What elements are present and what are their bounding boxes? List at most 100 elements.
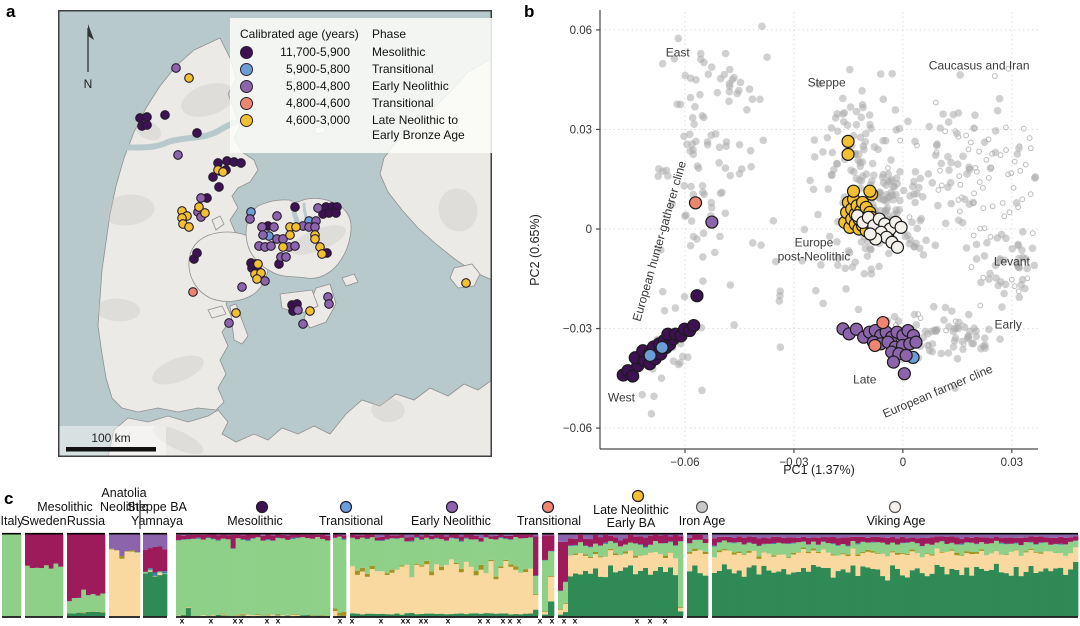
map-sample-dot: [192, 128, 202, 138]
admix-bar-segment: [929, 537, 935, 545]
admix-bar-segment: [119, 556, 125, 559]
map-sample-dot: [160, 110, 170, 120]
admix-bar-segment: [726, 534, 733, 537]
admix-bar-segment: [399, 537, 405, 566]
admix-bar-segment: [716, 542, 723, 543]
admix-bar-segment: [776, 542, 782, 555]
pca-reference-point: [884, 249, 893, 258]
admix-bar-segment: [1048, 537, 1054, 545]
pca-annotation: European hunter-gatherer cline: [630, 159, 689, 323]
admix-bar-segment: [563, 602, 569, 604]
admix-bar-segment: [295, 537, 301, 539]
admix-bar-segment: [568, 546, 574, 556]
admix-bar-segment: [573, 544, 579, 546]
admix-bar-segment: [119, 558, 125, 617]
admix-bar-segment: [210, 534, 217, 539]
admix-bar-segment: [731, 538, 738, 543]
admix-bar-segment: [771, 536, 777, 544]
admix-bar-segment: [528, 534, 534, 538]
admix-bar-segment: [771, 544, 777, 556]
admix-bar-segment: [623, 534, 629, 539]
pca-reference-point: [726, 281, 735, 289]
admix-block-topline: [712, 532, 1078, 535]
admix-bar-segment: [439, 570, 445, 614]
admix-bar-segment: [979, 550, 985, 569]
admix-bar-segment: [483, 537, 489, 574]
admix-bar-segment: [176, 535, 182, 541]
admix-bar-segment: [835, 534, 841, 539]
admix-bar-segment: [771, 555, 777, 557]
admix-bar-segment: [638, 555, 644, 571]
admix-bar-segment: [914, 538, 921, 544]
admix-bar-segment: [895, 544, 901, 553]
admix-bar-segment: [964, 551, 970, 554]
admix-bar-segment: [1038, 534, 1044, 537]
pca-reference-point: [833, 127, 842, 136]
panel-a-letter: a: [6, 2, 16, 21]
admix-bar-segment: [200, 539, 207, 616]
admix-bar-segment: [909, 541, 916, 550]
admix-bar-segment: [712, 538, 718, 546]
admix-bar-segment: [374, 613, 381, 617]
pca-reference-point: [911, 168, 920, 176]
admix-bar-segment: [959, 534, 965, 539]
admix-bar-segment: [810, 564, 817, 617]
admix-bar-segment: [1068, 537, 1074, 542]
admix-bar-segment: [801, 536, 807, 542]
panel-b-letter: b: [524, 2, 535, 21]
admix-bar-segment: [1008, 551, 1015, 576]
admix-bar-segment: [81, 534, 87, 590]
admix-bar-segment: [678, 541, 684, 608]
admix-bar-segment: [736, 542, 743, 552]
admix-bar-segment: [384, 614, 390, 617]
pca-reference-point: [951, 384, 959, 393]
admix-bar-segment: [409, 612, 415, 617]
admix-bar-segment: [1068, 534, 1074, 538]
admix-bar-segment: [563, 534, 569, 542]
admix-bar-segment: [548, 601, 555, 617]
admix-ref-label: Mesolithic: [37, 500, 93, 514]
admix-bar-segment: [39, 534, 45, 569]
admix-bar-segment: [364, 538, 371, 540]
admix-bar-segment: [786, 558, 792, 575]
admix-bar-segment: [162, 571, 168, 574]
admix-bar-segment: [658, 554, 664, 568]
pca-reference-point: [889, 182, 897, 191]
admix-block-topline: [558, 532, 683, 535]
admix-bar-segment: [964, 542, 970, 552]
admix-bar-segment: [67, 613, 73, 617]
admix-bar-segment: [870, 542, 876, 552]
admix-bar-segment: [860, 536, 866, 542]
admix-bar-segment: [444, 564, 450, 615]
admix-bar-segment: [796, 537, 802, 543]
admix-bar-segment: [588, 547, 594, 557]
admix-bar-segment: [673, 575, 679, 617]
pca-reference-point: [918, 192, 927, 201]
admix-bar-segment: [434, 538, 440, 565]
admix-bar-segment: [240, 614, 246, 616]
admix-bar-segment: [275, 615, 281, 617]
admix-bar-segment: [1038, 571, 1044, 617]
mon-island: [341, 273, 359, 287]
admix-bar-segment: [508, 564, 514, 567]
pca-reference-point: [968, 339, 976, 348]
low-coverage-x-mark: x: [180, 616, 185, 626]
admix-bar-segment: [687, 571, 693, 617]
admix-bar-segment: [305, 615, 311, 617]
admix-ref-label: Steppe BA: [127, 500, 187, 514]
admix-bar-segment: [870, 541, 876, 543]
admix-bar-segment: [29, 567, 35, 617]
admix-bar-segment: [598, 537, 604, 546]
admix-bar-segment: [721, 540, 728, 550]
admix-bar-segment: [157, 571, 163, 573]
admix-bar-segment: [712, 557, 718, 573]
pca-annotation: Caucasus and Iran: [929, 59, 1030, 73]
admix-bar-segment: [954, 544, 960, 553]
admix-bar-segment: [364, 613, 371, 617]
admix-bar-segment: [100, 593, 106, 613]
admix-bar-segment: [865, 551, 871, 568]
pca-reference-point: [854, 305, 863, 314]
admix-bar-segment: [583, 534, 589, 539]
admix-bar-segment: [1033, 544, 1039, 545]
admix-bar-segment: [830, 577, 836, 617]
